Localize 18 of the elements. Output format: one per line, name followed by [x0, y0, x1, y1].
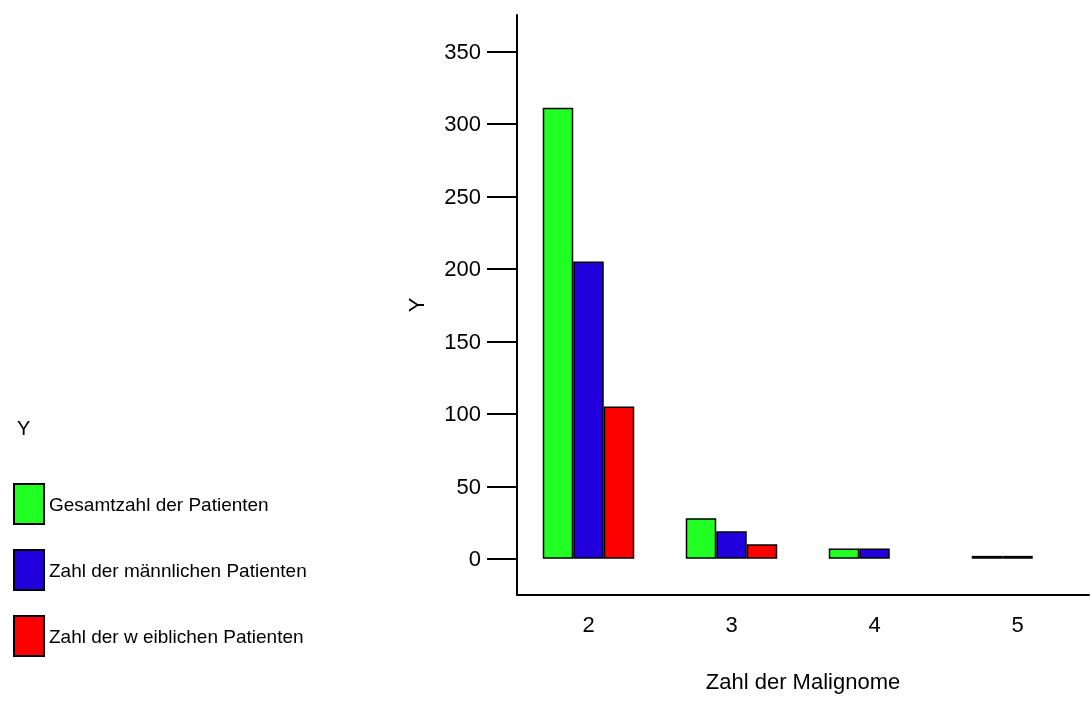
- x-tick-label: 2: [582, 611, 595, 637]
- legend-title: Y: [17, 417, 31, 439]
- y-tick-label: 300: [444, 111, 481, 137]
- x-tick-label: 5: [1011, 611, 1024, 637]
- y-tick-label: 100: [444, 401, 481, 427]
- y-tick-label: 250: [444, 183, 481, 209]
- legend-label: Zahl der männlichen Patienten: [49, 559, 307, 581]
- y-tick-label: 200: [444, 256, 481, 282]
- y-tick-label: 50: [456, 473, 481, 499]
- y-axis-title: Y: [403, 297, 429, 313]
- x-axis-title: Zahl der Malignome: [705, 668, 901, 694]
- legend-label: Gesamtzahl der Patienten: [49, 493, 269, 515]
- y-tick-label: 150: [444, 328, 481, 354]
- y-tick-label: 0: [468, 546, 481, 572]
- x-tick-label: 3: [725, 611, 738, 637]
- y-tick-label: 350: [444, 38, 481, 64]
- x-tick-label: 4: [868, 611, 881, 637]
- legend-label: Zahl der w eiblichen Patienten: [49, 625, 304, 647]
